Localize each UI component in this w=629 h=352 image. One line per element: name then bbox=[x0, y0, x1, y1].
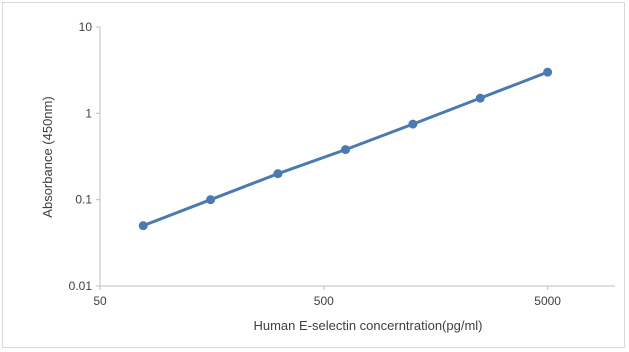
x-tick-label: 5000 bbox=[534, 294, 561, 308]
y-tick-label: 10 bbox=[79, 20, 93, 34]
x-tick-label: 50 bbox=[93, 294, 107, 308]
x-tick-labels: 50 500 5000 bbox=[93, 294, 561, 308]
data-point bbox=[408, 119, 418, 129]
y-tick-label: 1 bbox=[85, 106, 92, 120]
data-point bbox=[206, 195, 216, 205]
y-tick-label: 0.01 bbox=[69, 279, 93, 293]
y-axis-title: Absorbance (450nm) bbox=[40, 96, 55, 217]
y-tick-labels: 0.01 0.1 1 10 bbox=[69, 20, 93, 293]
data-point bbox=[475, 93, 485, 103]
y-tick-label: 0.1 bbox=[75, 193, 92, 207]
data-point bbox=[341, 145, 351, 155]
x-tick-label: 500 bbox=[314, 294, 334, 308]
series-layer bbox=[138, 67, 553, 231]
data-point bbox=[543, 67, 553, 77]
x-axis-title: Human E-selectin concerntration(pg/ml) bbox=[253, 318, 482, 333]
chart-frame bbox=[2, 2, 625, 348]
data-point bbox=[273, 169, 283, 179]
axes bbox=[96, 26, 615, 290]
data-point bbox=[138, 221, 148, 231]
